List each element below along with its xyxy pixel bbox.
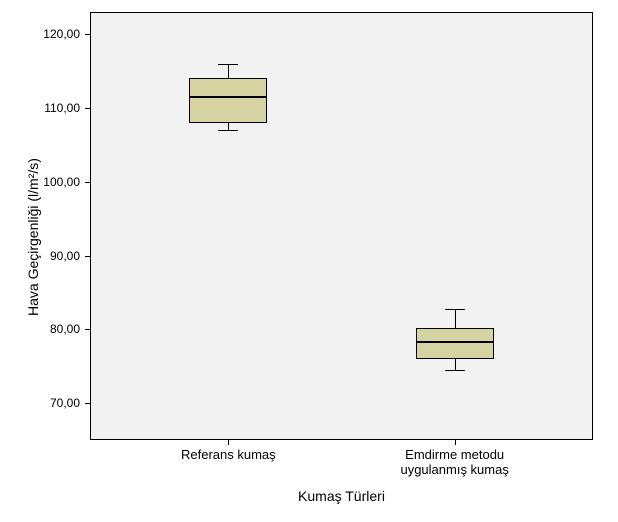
y-tick-mark <box>85 256 90 257</box>
x-axis-title: Kumaş Türleri <box>90 488 593 504</box>
y-tick-mark <box>85 182 90 183</box>
whisker-line <box>455 359 456 370</box>
y-tick-label: 80,00 <box>0 322 80 336</box>
y-tick-mark <box>85 403 90 404</box>
x-tick-mark <box>455 440 456 445</box>
y-axis-title: Hava Geçirgenliği (l/m²/s) <box>25 158 41 316</box>
y-tick-mark <box>85 108 90 109</box>
whisker-line <box>228 123 229 130</box>
plot-area <box>90 12 593 440</box>
box <box>189 78 267 122</box>
x-tick-label: Emdirme metodu uygulanmış kumaş <box>365 448 545 478</box>
x-tick-label: Referans kumaş <box>138 448 318 463</box>
box <box>416 328 494 359</box>
y-tick-mark <box>85 34 90 35</box>
whisker-line <box>228 64 229 79</box>
chart-container: 70,00 80,00 90,00 100,00 110,00 120,00 R… <box>0 0 618 522</box>
whisker-cap <box>445 370 465 371</box>
y-tick-label: 110,00 <box>0 101 80 115</box>
y-tick-label: 120,00 <box>0 27 80 41</box>
x-tick-mark <box>228 440 229 445</box>
median-line <box>189 96 267 98</box>
y-tick-label: 70,00 <box>0 396 80 410</box>
whisker-line <box>455 309 456 327</box>
median-line <box>416 341 494 343</box>
whisker-cap <box>218 130 238 131</box>
y-tick-mark <box>85 329 90 330</box>
